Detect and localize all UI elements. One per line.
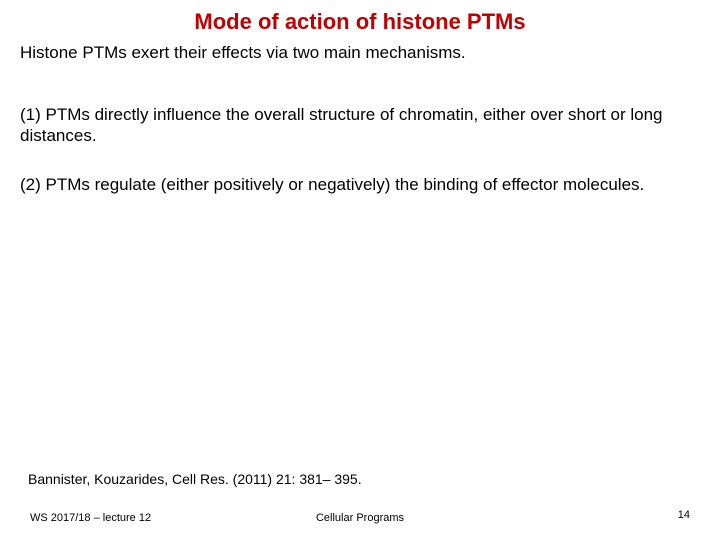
slide-title: Mode of action of histone PTMs	[0, 10, 720, 34]
footer-right-page-number: 14	[678, 509, 690, 521]
citation: Bannister, Kouzarides, Cell Res. (2011) …	[28, 472, 362, 487]
footer-center: Cellular Programs	[0, 512, 720, 524]
point-2: (2) PTMs regulate (either positively or …	[20, 174, 700, 195]
intro-paragraph: Histone PTMs exert their effects via two…	[20, 42, 700, 63]
slide: Mode of action of histone PTMs Histone P…	[0, 0, 720, 540]
point-1: (1) PTMs directly influence the overall …	[20, 104, 700, 147]
